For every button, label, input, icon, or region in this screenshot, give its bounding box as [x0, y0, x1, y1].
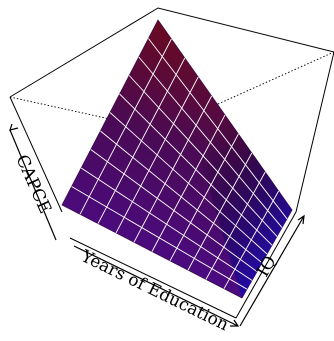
- z-axis-line: [9, 129, 57, 241]
- box-right-vertical-edge: [295, 51, 334, 213]
- y-axis-arrowhead: [297, 214, 305, 225]
- axis-arrows: [9, 123, 305, 327]
- surface: [61, 19, 293, 299]
- surface-grid-line-v: [138, 56, 283, 228]
- y-axis-line: [239, 215, 305, 327]
- box-hidden-top-edges: [9, 51, 334, 131]
- box-front-right-edge: [235, 211, 297, 319]
- z-axis-arrow: [9, 123, 19, 131]
- x-axis-arrowhead: [230, 319, 240, 327]
- box-top-edge: [9, 7, 334, 98]
- surface-grid-line-v: [90, 149, 258, 272]
- surface-grid-line-v: [148, 38, 288, 220]
- box-left-vertical-edge: [9, 96, 63, 213]
- bounding-box: [9, 7, 334, 319]
- surface-grid-line-v: [128, 75, 278, 237]
- x-axis-line: [73, 245, 239, 327]
- surface-grid-line-v: [109, 112, 268, 255]
- z-axis-title: CAPCE: [11, 152, 55, 217]
- surface-grid-line-v: [71, 186, 248, 290]
- surface-grid-line-v: [100, 130, 263, 264]
- box-front-bottom-edge: [69, 237, 237, 319]
- surface-grid: [71, 38, 288, 290]
- surface-grid-line-v: [119, 93, 273, 246]
- surface-grid-line-v: [80, 167, 253, 281]
